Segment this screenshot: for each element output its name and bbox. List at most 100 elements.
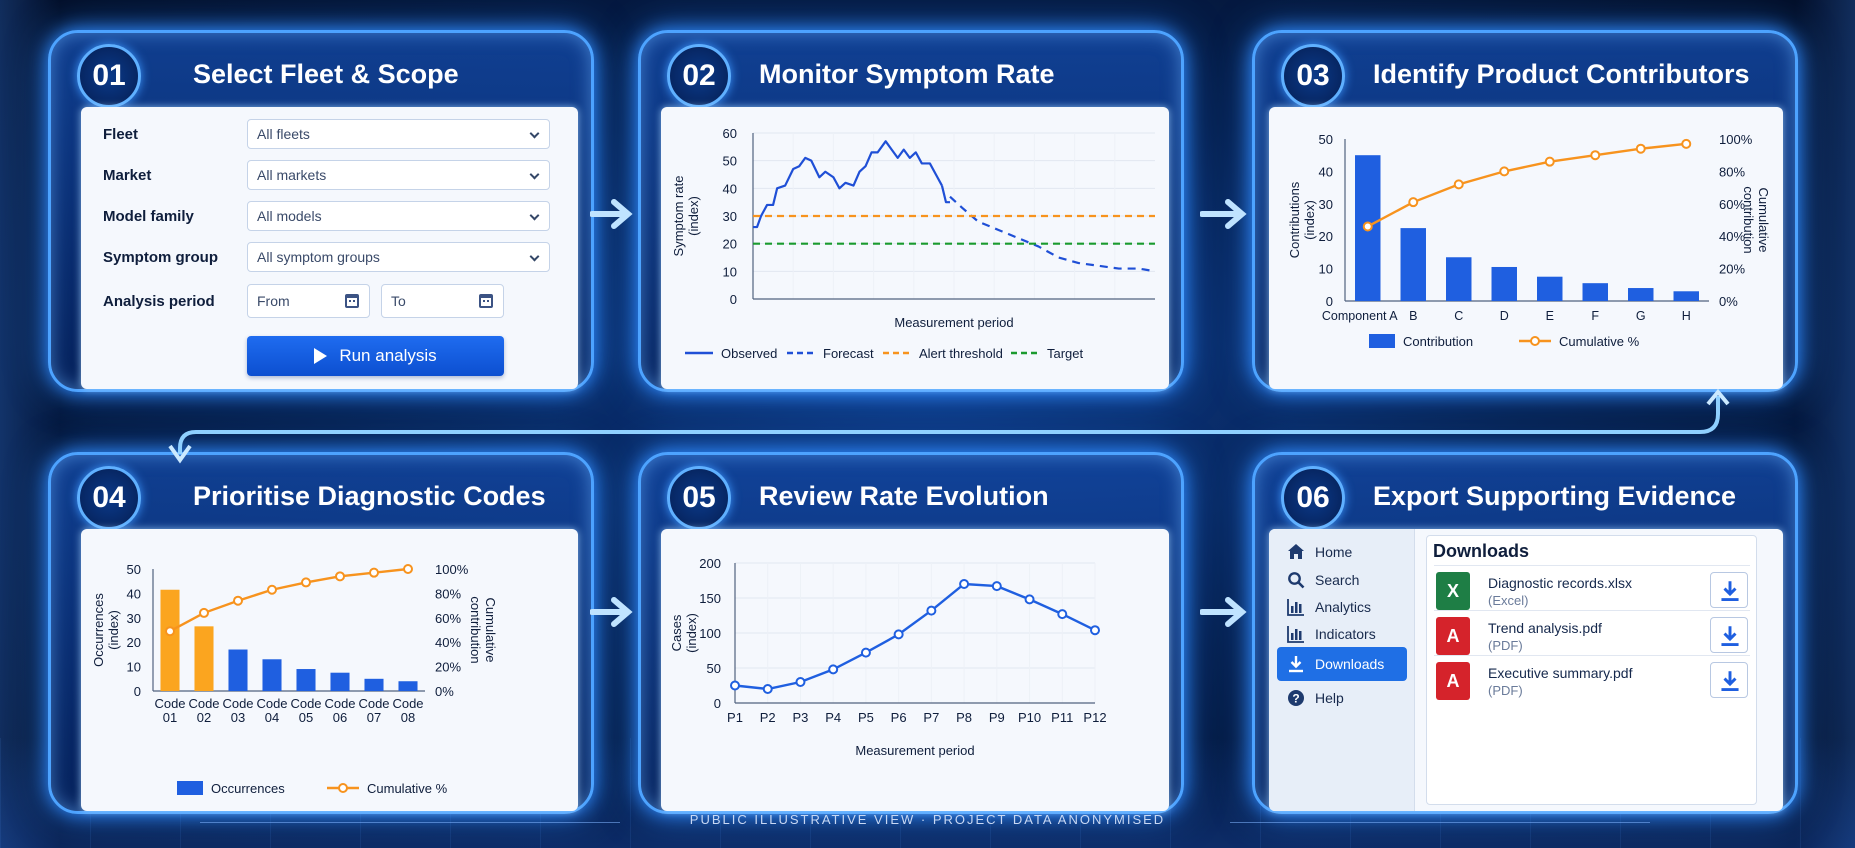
y-tick-label: 10 bbox=[723, 264, 737, 279]
x-tick-label: Code bbox=[154, 696, 185, 711]
panel-title: Monitor Symptom Rate bbox=[759, 59, 1055, 89]
diagnostic-codes-chart: 010203040500%20%40%60%80%100%Code01Code0… bbox=[91, 562, 498, 796]
panel-monitor-symptom: 02 Monitor Symptom Rate 0 10 20 30 40 50 60 Mea… bbox=[638, 30, 1184, 392]
x-tick-label: 05 bbox=[299, 710, 313, 725]
y2-tick-label: 60% bbox=[1719, 197, 1745, 212]
from-date-input[interactable]: From bbox=[247, 284, 370, 318]
cumulative-point bbox=[1590, 150, 1601, 161]
legend-swatch bbox=[177, 781, 203, 795]
home-icon bbox=[1288, 544, 1304, 559]
chevron-down-icon bbox=[529, 251, 540, 262]
panel-product-contributors: 03 Identify Product Contributors 0 10 20 30… bbox=[1252, 30, 1798, 392]
panel-rate-evolution: 05 Review Rate Evolution 0 50 100 150 200 P1 P… bbox=[638, 452, 1184, 814]
sidebar-item-indicators[interactable]: Indicators bbox=[1277, 617, 1407, 651]
analysis-period-row: Analysis period From To bbox=[103, 284, 563, 320]
file-row[interactable]: A Executive summary.pdf (PDF) bbox=[1434, 655, 1750, 705]
bar bbox=[228, 649, 248, 691]
footer-divider bbox=[200, 822, 620, 823]
x-tick-label: G bbox=[1636, 309, 1646, 323]
bar bbox=[1628, 288, 1654, 301]
play-icon bbox=[314, 348, 328, 364]
legend-label: Occurrences bbox=[211, 781, 285, 796]
symptom-chart-card: 0 10 20 30 40 50 60 Measurement period Symptom r… bbox=[661, 107, 1169, 389]
y-tick-label: 20 bbox=[723, 237, 737, 252]
fleet-select[interactable]: All fleets bbox=[247, 119, 550, 149]
file-name: Executive summary.pdf bbox=[1488, 665, 1633, 681]
sidebar-item-help[interactable]: ? Help bbox=[1277, 681, 1407, 715]
x-tick-label: P11 bbox=[1051, 710, 1073, 725]
x-tick-label: Code bbox=[188, 696, 219, 711]
y-tick-label: 0 bbox=[714, 696, 721, 711]
bar bbox=[364, 678, 384, 691]
symptom-group-select[interactable]: All symptom groups bbox=[247, 242, 550, 272]
fleet-row: Fleet All fleets bbox=[103, 119, 563, 151]
downloads-title: Downloads bbox=[1433, 541, 1530, 561]
sidebar-item-search[interactable]: Search bbox=[1277, 563, 1407, 597]
data-point bbox=[893, 629, 904, 640]
panel-title: Select Fleet & Scope bbox=[193, 59, 459, 89]
rate-evolution-chart: 0 50 100 150 200 P1 P2 P3 P4 P5 P6 P7 P8 P9 P10 P11 P12 M… bbox=[669, 556, 1107, 758]
series-line-forecast bbox=[949, 195, 1156, 273]
data-point bbox=[926, 605, 937, 616]
run-analysis-button[interactable]: Run analysis bbox=[247, 336, 504, 376]
step-number: 05 bbox=[667, 466, 731, 530]
legend-swatch bbox=[1530, 336, 1540, 346]
calendar-icon[interactable] bbox=[345, 294, 359, 308]
return-arrow bbox=[168, 388, 1730, 464]
series-line-observed-end bbox=[940, 185, 950, 204]
bar bbox=[296, 669, 316, 691]
file-row[interactable]: A Trend analysis.pdf (PDF) bbox=[1434, 610, 1750, 660]
download-button[interactable] bbox=[1710, 662, 1748, 698]
x-tick-label: 06 bbox=[333, 710, 347, 725]
legend-label: Cumulative % bbox=[1559, 334, 1640, 349]
chevron-down-icon bbox=[529, 169, 540, 180]
arrow-right-icon bbox=[1200, 597, 1247, 627]
download-button[interactable] bbox=[1710, 572, 1748, 608]
y2-tick-label: 100% bbox=[435, 562, 469, 577]
y2-tick-label: 0% bbox=[1719, 294, 1738, 309]
fleet-label: Fleet bbox=[103, 126, 139, 143]
x-tick-label: P5 bbox=[858, 710, 874, 725]
contributors-chart-card: 0 10 20 30 40 50 0% 20% 40% 60% 80% 100% Component A… bbox=[1269, 107, 1783, 389]
y2-axis-label-line: Cumulative bbox=[1756, 187, 1771, 252]
y-axis-label: Cases(index) bbox=[669, 613, 699, 653]
x-axis-label: Measurement period bbox=[855, 743, 974, 758]
data-point bbox=[1090, 625, 1100, 636]
sidebar-item-home[interactable]: Home bbox=[1277, 535, 1407, 569]
y-tick-label: 30 bbox=[723, 209, 737, 224]
file-type: (PDF) bbox=[1488, 638, 1523, 653]
model-family-label: Model family bbox=[103, 208, 194, 225]
to-date-input[interactable]: To bbox=[381, 284, 504, 318]
arrow-right-icon bbox=[590, 597, 633, 627]
x-tick-label: P3 bbox=[793, 710, 809, 725]
x-tick-label: 08 bbox=[401, 710, 415, 725]
panel-title: Export Supporting Evidence bbox=[1373, 481, 1737, 511]
y2-tick-label: 60% bbox=[435, 611, 461, 626]
analysis-period-label: Analysis period bbox=[103, 293, 215, 310]
file-row[interactable]: X Diagnostic records.xlsx (Excel) bbox=[1434, 565, 1750, 615]
sidebar-item-downloads[interactable]: Downloads bbox=[1277, 647, 1407, 681]
download-button[interactable] bbox=[1710, 617, 1748, 653]
file-type: (PDF) bbox=[1488, 683, 1523, 698]
y-axis-label-line: (index) bbox=[684, 613, 699, 653]
sidebar-nav: Home Search Analytics Indicators Downloa… bbox=[1269, 529, 1415, 811]
cumulative-point bbox=[1499, 166, 1510, 177]
x-tick-label: P1 bbox=[727, 710, 743, 725]
x-tick-label: 03 bbox=[231, 710, 245, 725]
export-card: Home Search Analytics Indicators Downloa… bbox=[1269, 529, 1783, 811]
legend-label: Observed bbox=[721, 346, 777, 361]
y-axis-label-line: Symptom rate bbox=[671, 176, 686, 257]
y-tick-label: 0 bbox=[730, 292, 737, 307]
market-row: Market All markets bbox=[103, 160, 563, 192]
y2-tick-label: 20% bbox=[435, 660, 461, 675]
calendar-icon[interactable] bbox=[479, 294, 493, 308]
sidebar-item-label: Indicators bbox=[1315, 626, 1376, 642]
model-family-select[interactable]: All models bbox=[247, 201, 550, 231]
data-point bbox=[828, 664, 839, 675]
y2-tick-label: 0% bbox=[435, 684, 454, 699]
market-select[interactable]: All markets bbox=[247, 160, 550, 190]
run-row: Run analysis bbox=[103, 336, 563, 376]
y2-tick-label: 80% bbox=[435, 586, 461, 601]
sidebar-item-analytics[interactable]: Analytics bbox=[1277, 590, 1407, 624]
cumulative-point bbox=[1635, 143, 1646, 154]
